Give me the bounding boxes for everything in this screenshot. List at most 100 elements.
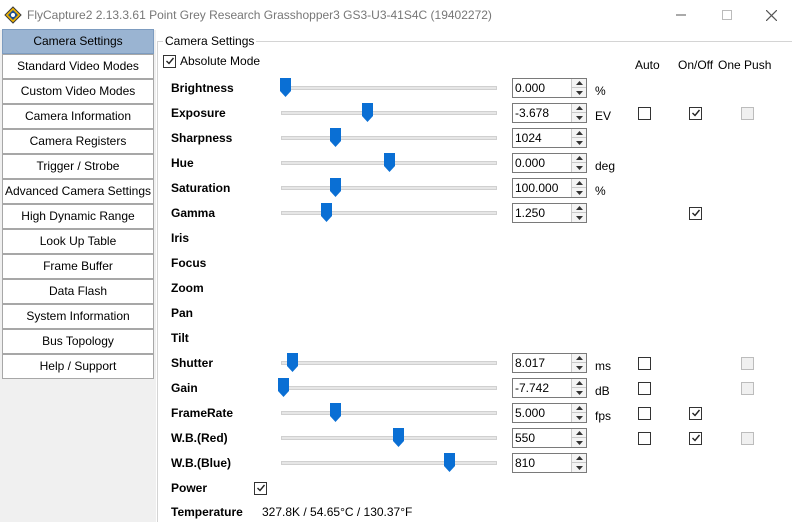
spin-up-button[interactable]: [572, 204, 586, 213]
spin-up-button[interactable]: [572, 379, 586, 388]
hue-slider-thumb[interactable]: [384, 153, 395, 172]
sharpness-value-field[interactable]: 1024: [512, 128, 587, 148]
exposure-slider-thumb[interactable]: [362, 103, 374, 122]
sharpness-slider-track[interactable]: [281, 136, 497, 140]
hue-value-field[interactable]: 0.000: [512, 153, 587, 173]
framerate-onoff-checkbox[interactable]: [689, 407, 702, 420]
sidebar-item-look-up-table[interactable]: Look Up Table: [2, 229, 154, 254]
gain-slider-track[interactable]: [281, 386, 497, 390]
spin-down-button[interactable]: [572, 113, 586, 122]
wb-red-auto-checkbox[interactable]: [638, 432, 651, 445]
gamma-slider-track[interactable]: [281, 211, 497, 215]
wb-red-slider-track[interactable]: [281, 436, 497, 440]
hue-label: Hue: [171, 156, 194, 170]
exposure-slider-track[interactable]: [281, 111, 497, 115]
spin-up-button[interactable]: [572, 404, 586, 413]
caret-up-icon: [575, 131, 583, 135]
saturation-unit: %: [595, 184, 606, 198]
caret-up-icon: [575, 406, 583, 410]
spin-down-button[interactable]: [572, 438, 586, 447]
gain-label: Gain: [171, 381, 198, 395]
gain-auto-checkbox[interactable]: [638, 382, 651, 395]
sidebar-item-camera-registers[interactable]: Camera Registers: [2, 129, 154, 154]
spin-down-button[interactable]: [572, 88, 586, 97]
saturation-value-field[interactable]: 100.000: [512, 178, 587, 198]
framerate-slider-thumb[interactable]: [330, 403, 341, 422]
absolute-mode-checkbox[interactable]: [163, 55, 176, 68]
spin-down-button[interactable]: [572, 363, 586, 372]
gamma-value-field[interactable]: 1.250: [512, 203, 587, 223]
saturation-slider-thumb[interactable]: [330, 178, 341, 197]
spin-up-button[interactable]: [572, 79, 586, 88]
spin-up-button[interactable]: [572, 129, 586, 138]
brightness-value-field[interactable]: 0.000: [512, 78, 587, 98]
caret-up-icon: [575, 206, 583, 210]
caret-up-icon: [575, 431, 583, 435]
close-button[interactable]: [748, 0, 792, 30]
wb-red-value-field[interactable]: 550: [512, 428, 587, 448]
spin-down-button[interactable]: [572, 463, 586, 472]
maximize-button[interactable]: [704, 0, 750, 30]
spin-down-button[interactable]: [572, 138, 586, 147]
framerate-value-field[interactable]: 5.000: [512, 403, 587, 423]
spin-up-button[interactable]: [572, 454, 586, 463]
sharpness-slider-thumb[interactable]: [330, 128, 341, 147]
wb-red-onoff-checkbox[interactable]: [689, 432, 702, 445]
sidebar-item-data-flash[interactable]: Data Flash: [2, 279, 154, 304]
column-header-onoff: On/Off: [678, 58, 714, 72]
spin-up-button[interactable]: [572, 354, 586, 363]
spin-down-button[interactable]: [572, 413, 586, 422]
hue-value: 0.000: [515, 156, 546, 170]
title-bar[interactable]: FlyCapture2 2.13.3.61 Point Grey Researc…: [0, 0, 792, 30]
brightness-slider-track[interactable]: [281, 86, 497, 90]
sidebar-item-advanced-camera-settings[interactable]: Advanced Camera Settings: [2, 179, 154, 204]
power-checkbox[interactable]: [254, 482, 267, 495]
framerate-slider-track[interactable]: [281, 411, 497, 415]
spin-down-button[interactable]: [572, 188, 586, 197]
shutter-slider-track[interactable]: [281, 361, 497, 365]
exposure-onoff-checkbox[interactable]: [689, 107, 702, 120]
gamma-onoff-checkbox[interactable]: [689, 207, 702, 220]
exposure-value-field[interactable]: -3.678: [512, 103, 587, 123]
sidebar-item-camera-information[interactable]: Camera Information: [2, 104, 154, 129]
sidebar-item-standard-video-modes[interactable]: Standard Video Modes: [2, 54, 154, 79]
sidebar-item-high-dynamic-range[interactable]: High Dynamic Range: [2, 204, 154, 229]
shutter-slider-thumb[interactable]: [286, 353, 298, 372]
spin-down-button[interactable]: [572, 388, 586, 397]
shutter-auto-checkbox[interactable]: [638, 357, 651, 370]
sidebar-item-custom-video-modes[interactable]: Custom Video Modes: [2, 79, 154, 104]
spin-up-button[interactable]: [572, 429, 586, 438]
sidebar-item-bus-topology[interactable]: Bus Topology: [2, 329, 154, 354]
saturation-value: 100.000: [515, 181, 559, 195]
column-header-onepush: One Push: [718, 58, 772, 72]
sidebar-item-frame-buffer[interactable]: Frame Buffer: [2, 254, 154, 279]
sidebar-item-trigger-strobe[interactable]: Trigger / Strobe: [2, 154, 154, 179]
absolute-mode-label: Absolute Mode: [180, 54, 261, 68]
gain-slider-thumb[interactable]: [278, 378, 290, 397]
exposure-auto-checkbox[interactable]: [638, 107, 651, 120]
gamma-slider-thumb[interactable]: [321, 203, 333, 222]
wb-blue-slider-thumb[interactable]: [444, 453, 456, 472]
sidebar-item-help-support[interactable]: Help / Support: [2, 354, 154, 379]
close-icon: [765, 9, 777, 21]
wb-red-slider-thumb[interactable]: [392, 428, 404, 447]
minimize-icon: [676, 14, 686, 16]
shutter-label: Shutter: [171, 356, 213, 370]
spin-up-button[interactable]: [572, 154, 586, 163]
brightness-slider-thumb[interactable]: [280, 78, 292, 97]
saturation-slider-track[interactable]: [281, 186, 497, 190]
sidebar-item-camera-settings[interactable]: Camera Settings: [2, 29, 154, 54]
spin-up-button[interactable]: [572, 179, 586, 188]
exposure-spin-buttons: [571, 104, 586, 122]
minimize-button[interactable]: [658, 0, 704, 30]
gain-value-field[interactable]: -7.742: [512, 378, 587, 398]
spin-up-button[interactable]: [572, 104, 586, 113]
framerate-auto-checkbox[interactable]: [638, 407, 651, 420]
wb-blue-slider-track[interactable]: [281, 461, 497, 465]
framerate-unit: fps: [595, 409, 612, 423]
spin-down-button[interactable]: [572, 163, 586, 172]
sidebar-item-system-information[interactable]: System Information: [2, 304, 154, 329]
wb-blue-value-field[interactable]: 810: [512, 453, 587, 473]
spin-down-button[interactable]: [572, 213, 586, 222]
shutter-value-field[interactable]: 8.017: [512, 353, 587, 373]
